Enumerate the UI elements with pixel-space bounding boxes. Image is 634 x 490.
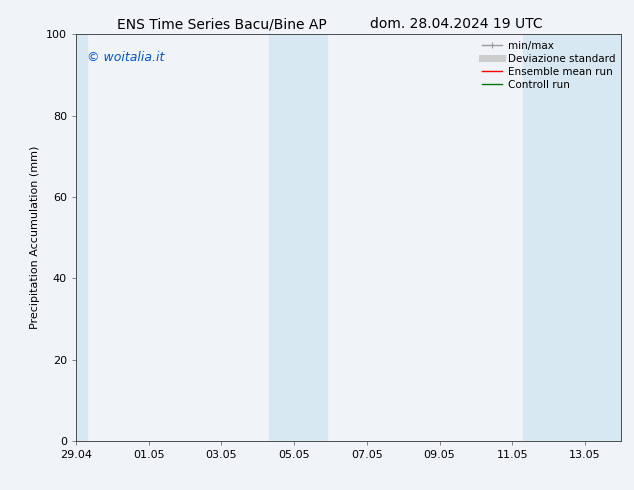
Text: © woitalia.it: © woitalia.it (87, 50, 164, 64)
Legend: min/max, Deviazione standard, Ensemble mean run, Controll run: min/max, Deviazione standard, Ensemble m… (477, 36, 619, 94)
Text: ENS Time Series Bacu/Bine AP: ENS Time Series Bacu/Bine AP (117, 17, 327, 31)
Bar (74, 34, 87, 441)
Text: dom. 28.04.2024 19 UTC: dom. 28.04.2024 19 UTC (370, 17, 543, 31)
Y-axis label: Precipitation Accumulation (mm): Precipitation Accumulation (mm) (30, 146, 41, 329)
Bar (269, 34, 327, 441)
Bar (523, 34, 621, 441)
